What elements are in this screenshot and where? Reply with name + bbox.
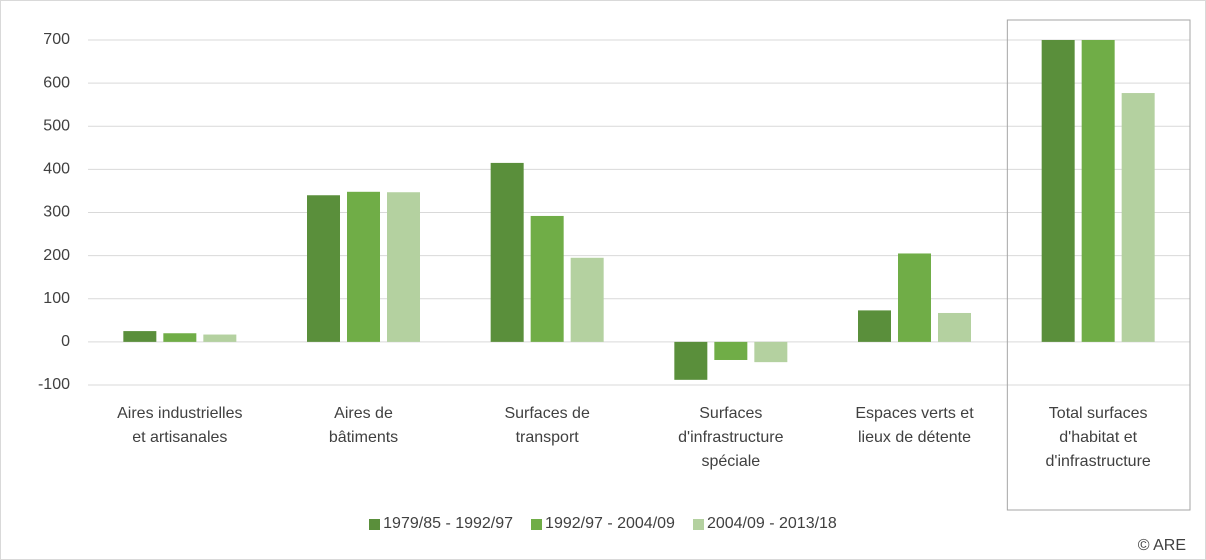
legend-label: 1979/85 - 1992/97 (383, 515, 514, 532)
bar (307, 195, 340, 342)
bar (203, 334, 237, 342)
y-tick-label: -100 (38, 376, 70, 393)
legend: 1979/85 - 1992/97 1992/97 - 2004/09 2004/0… (0, 515, 1206, 533)
bar (858, 310, 891, 342)
x-tick-label: Surfaces de transport (504, 405, 590, 446)
bar (490, 162, 524, 342)
y-tick-label: 300 (43, 204, 70, 221)
legend-label: 2004/09 - 2013/18 (706, 515, 837, 532)
bar (123, 331, 157, 342)
y-tick-label: 700 (43, 31, 70, 48)
bar (898, 253, 931, 342)
y-tick-label: 0 (61, 333, 70, 350)
legend-item: 1992/97 - 2004/09 (531, 515, 675, 533)
legend-item: 2004/09 - 2013/18 (692, 515, 837, 533)
y-tick-label: 100 (43, 290, 70, 307)
x-tick-label: Aires industrielles et artisanales (117, 405, 243, 446)
source-note: © ARE (1137, 537, 1186, 554)
bars (123, 40, 1155, 380)
bar (674, 341, 708, 380)
legend-swatch (369, 518, 381, 530)
legend-label: 1992/97 - 2004/09 (545, 515, 675, 532)
bar (1081, 40, 1115, 342)
y-tick-label: 500 (43, 117, 70, 134)
bar (1041, 40, 1075, 342)
y-tick-label: 200 (43, 247, 70, 264)
bar (570, 257, 604, 342)
x-tick-label: Total surfaces d'habitat et d'infrastruc… (1045, 405, 1151, 470)
legend-swatch (692, 518, 704, 530)
x-tick-label: Surfaces d'infrastructure spéciale (678, 405, 784, 470)
legend-swatch (531, 518, 543, 530)
bar (754, 341, 788, 363)
bar (938, 312, 971, 342)
bar (714, 341, 748, 360)
y-tick-label: 400 (43, 161, 70, 178)
bar (347, 191, 380, 342)
legend-item: 1979/85 - 1992/97 (369, 515, 513, 533)
y-tick-label: 600 (43, 74, 70, 91)
bar (530, 215, 564, 342)
bar (1121, 93, 1155, 342)
bar (387, 192, 420, 342)
x-tick-label: Espaces verts et lieux de détente (855, 405, 974, 446)
highlight-box (1006, 19, 1191, 511)
x-tick-label: Aires de bâtiments (328, 405, 399, 446)
bar (163, 333, 197, 342)
